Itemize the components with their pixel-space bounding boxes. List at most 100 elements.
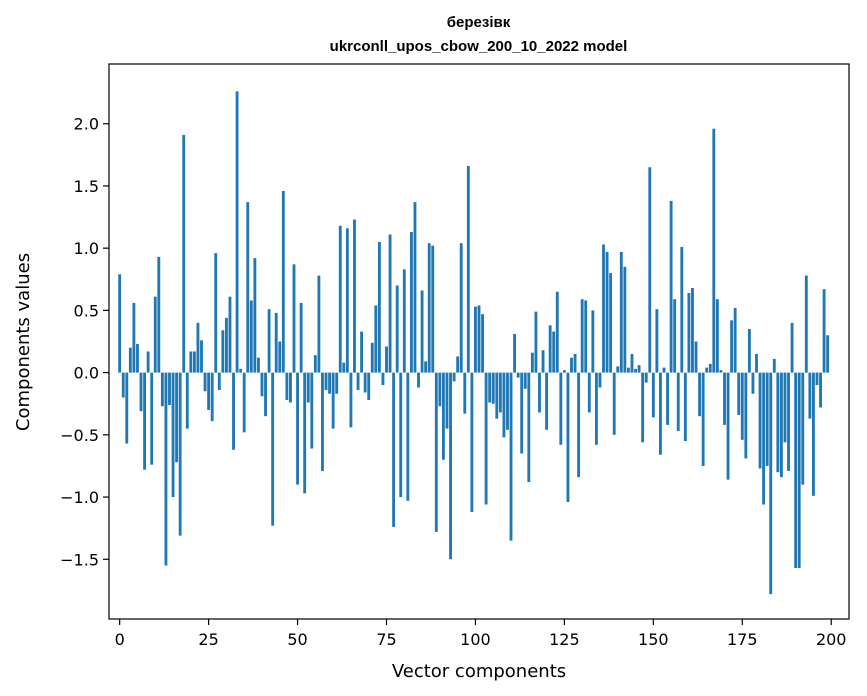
bar-154 (666, 372, 669, 425)
bar-37 (249, 300, 253, 373)
bar-144 (630, 353, 634, 373)
bar-82 (409, 231, 413, 373)
bar-145 (634, 368, 637, 373)
bar-114 (523, 372, 527, 389)
bar-182 (765, 372, 769, 466)
bar-40 (260, 372, 264, 397)
bar-172 (730, 320, 734, 373)
bar-27 (214, 253, 218, 373)
bar-31 (228, 296, 232, 373)
x-tick-label: 50 (287, 630, 307, 649)
bar-39 (257, 357, 260, 373)
bar-61 (335, 372, 339, 394)
bar-71 (370, 342, 374, 373)
bar-42 (267, 309, 271, 373)
bar-80 (402, 269, 406, 373)
bar-96 (459, 243, 463, 373)
bar-15 (171, 372, 175, 498)
bar-72 (374, 305, 378, 373)
bar-118 (538, 372, 541, 413)
y-tick-label: 0.5 (74, 301, 99, 320)
bar-139 (612, 372, 616, 435)
bar-16 (175, 372, 179, 463)
bar-181 (762, 372, 766, 505)
bar-12 (160, 372, 164, 407)
bar-51 (299, 302, 303, 373)
bar-98 (466, 166, 470, 373)
bar-53 (306, 372, 310, 403)
bar-159 (683, 372, 687, 442)
x-tick-label: 0 (115, 630, 125, 649)
bar-112 (516, 372, 520, 378)
bar-18 (182, 134, 186, 373)
bar-123 (555, 291, 559, 373)
bar-44 (274, 312, 278, 373)
bar-122 (552, 331, 556, 373)
bar-161 (691, 287, 694, 373)
bar-153 (662, 367, 666, 373)
bar-149 (648, 167, 652, 373)
bar-52 (303, 372, 307, 494)
bar-119 (541, 350, 545, 373)
bar-70 (367, 372, 371, 400)
bar-117 (534, 311, 538, 373)
bar-65 (349, 372, 353, 428)
bar-194 (808, 372, 812, 419)
bar-140 (616, 366, 620, 373)
bar-167 (712, 128, 716, 373)
bar-64 (345, 228, 349, 373)
bar-62 (338, 225, 342, 373)
bar-8 (146, 351, 150, 373)
bar-10 (153, 296, 157, 373)
bar-107 (498, 372, 502, 413)
bar-196 (815, 372, 819, 386)
bar-166 (708, 363, 712, 373)
x-tick-label: 175 (727, 630, 758, 649)
bar-20 (189, 351, 193, 373)
bar-94 (452, 372, 456, 382)
bar-77 (392, 372, 396, 527)
bar-86 (424, 361, 428, 373)
bar-14 (168, 372, 171, 405)
bar-111 (513, 334, 516, 373)
bar-2 (125, 372, 129, 444)
bar-92 (445, 372, 449, 429)
bar-11 (157, 256, 161, 373)
bar-4 (132, 302, 136, 373)
bar-73 (377, 241, 381, 373)
bar-176 (744, 372, 748, 459)
bar-148 (644, 372, 648, 383)
bar-68 (360, 331, 364, 373)
bar-127 (570, 357, 573, 373)
bar-66 (353, 219, 356, 373)
bar-17 (178, 372, 182, 536)
bar-189 (790, 322, 794, 373)
bar-188 (787, 372, 790, 471)
bar-106 (495, 372, 499, 419)
bar-121 (548, 325, 552, 373)
bar-25 (207, 372, 211, 410)
y-tick-label: 0.0 (74, 364, 99, 383)
bar-170 (723, 372, 726, 425)
bar-116 (530, 352, 534, 373)
bar-131 (584, 300, 588, 373)
bar-60 (331, 372, 335, 429)
bar-156 (673, 299, 677, 373)
bar-75 (385, 346, 388, 373)
bar-151 (655, 309, 659, 373)
bar-6 (139, 372, 143, 412)
y-tick-label: 1.5 (74, 177, 99, 196)
bar-29 (221, 330, 225, 373)
bar-24 (203, 372, 207, 392)
bar-83 (413, 202, 417, 373)
bar-135 (598, 372, 602, 388)
bar-175 (740, 372, 744, 440)
bar-192 (801, 372, 805, 485)
bar-50 (296, 372, 299, 485)
bar-110 (509, 372, 513, 541)
bar-146 (637, 365, 641, 373)
bar-133 (591, 310, 595, 373)
bar-33 (235, 91, 239, 373)
bar-129 (577, 372, 581, 478)
